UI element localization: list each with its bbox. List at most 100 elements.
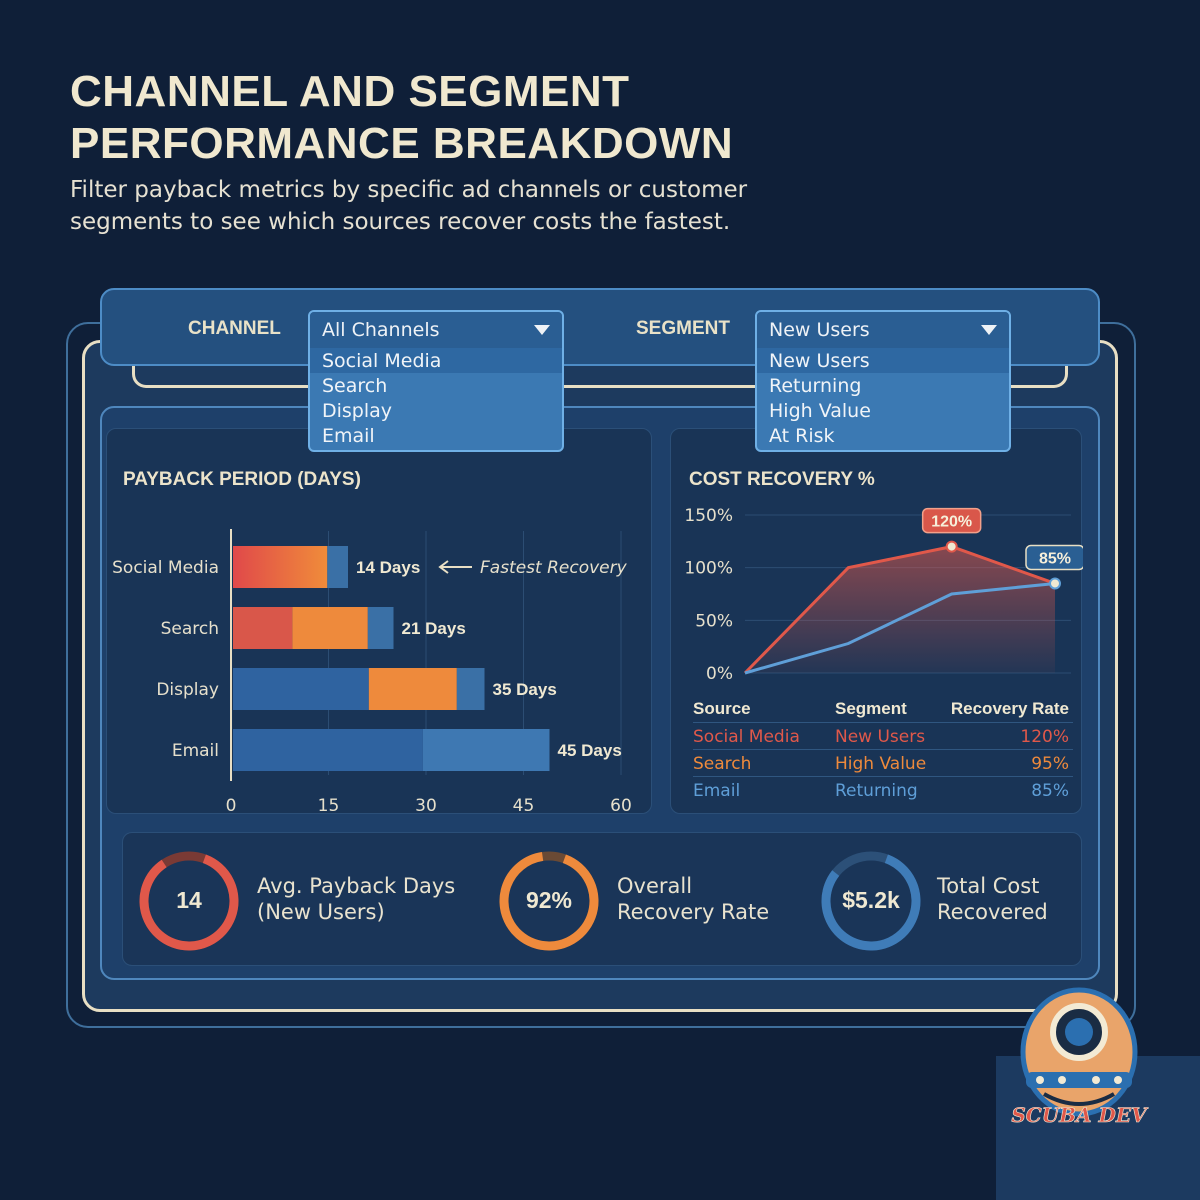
kpi-ring-cost — [821, 851, 921, 951]
kpi-label-line: Recovery Rate — [617, 900, 770, 924]
page-subtitle: Filter payback metrics by specific ad ch… — [70, 177, 748, 235]
kpi-label-line: (New Users) — [257, 900, 385, 924]
kpi-label-payback: Avg. Payback Days (New Users) — [257, 873, 455, 925]
kpi-label-recovery: Overall Recovery Rate — [617, 873, 769, 925]
point-label-text: 85% — [1039, 550, 1071, 567]
title-line-2: PERFORMANCE BREAKDOWN — [70, 119, 734, 168]
kpi-ring-payback — [139, 851, 239, 951]
segment-dropdown[interactable]: New Users New Users Returning High Value… — [755, 310, 1011, 452]
x-tick-label: 0 — [226, 796, 237, 815]
table-header-source: Source — [693, 699, 751, 718]
y-tick-label: 0% — [706, 664, 733, 684]
table-cell-source: Search — [693, 754, 752, 774]
kpi-label-line: Avg. Payback Days — [257, 874, 456, 898]
bar-segment — [367, 607, 394, 649]
y-tick-label: 150% — [684, 506, 733, 526]
point-label-text: 120% — [931, 514, 972, 531]
main-panel: PAYBACK PERIOD (DAYS) 0 15 30 45 60 Social Me… — [100, 406, 1100, 980]
point-label-box — [1025, 544, 1083, 571]
x-tick-label: 15 — [318, 796, 340, 815]
category-label: Display — [156, 680, 219, 700]
bar-segment — [368, 668, 457, 710]
segment-option-returning[interactable]: Returning — [769, 374, 862, 397]
channel-dropdown-selected[interactable]: All Channels — [310, 312, 562, 348]
bar-value-label: 21 Days — [402, 619, 466, 638]
bar-segment — [422, 729, 550, 771]
bar-value-label: 35 Days — [493, 680, 557, 699]
table-cell-segment: Returning — [835, 781, 918, 801]
table-row: Social Media New Users 120% — [693, 722, 1073, 749]
bar-value-label: 14 Days — [356, 558, 420, 577]
channel-option-display[interactable]: Display — [322, 399, 393, 422]
table-header-segment: Segment — [835, 699, 907, 718]
bar-segment — [456, 668, 485, 710]
data-point — [1049, 577, 1061, 590]
data-point — [945, 540, 958, 553]
title-line-1: CHANNEL AND SEGMENT — [70, 67, 630, 116]
segment-option-new-users[interactable]: New Users — [757, 348, 1009, 373]
kpi-label-cost: Total Cost Recovered — [937, 873, 1048, 925]
chevron-down-icon — [981, 325, 997, 335]
filter-bar-bracket — [132, 366, 1068, 388]
y-tick-label: 100% — [684, 559, 733, 579]
segment-option-at-risk[interactable]: At Risk — [769, 424, 835, 447]
table-row: Email Returning 85% — [693, 776, 1073, 803]
channel-option-social-media[interactable]: Social Media — [310, 348, 562, 373]
scuba-dev-logo: SCUBA DEV — [1011, 987, 1149, 1127]
table-cell-rate: 120% — [1020, 727, 1069, 747]
bar-segment — [292, 607, 368, 649]
kpi-label-line: Overall — [617, 874, 693, 898]
recovery-table: Source Segment Recovery Rate Social Medi… — [693, 699, 1073, 809]
bar-segment — [233, 668, 369, 710]
segment-option-high-value[interactable]: High Value — [769, 399, 871, 422]
x-tick-label: 45 — [513, 796, 535, 815]
annotation-arrowhead — [438, 560, 449, 574]
annotation-text: Fastest Recovery — [480, 558, 628, 578]
payback-card: PAYBACK PERIOD (DAYS) 0 15 30 45 60 Social Me… — [106, 428, 652, 815]
series-line — [744, 581, 1056, 675]
kpi-value-cost: $5.2k — [842, 887, 900, 913]
category-label: Search — [161, 619, 219, 639]
table-cell-rate: 85% — [1031, 781, 1069, 801]
channel-selected-value: All Channels — [322, 319, 440, 341]
channel-option-email[interactable]: Email — [322, 424, 375, 447]
bar-segment — [233, 607, 293, 649]
recovery-card-title: COST RECOVERY % — [689, 469, 875, 490]
cost-recovery-chart: 0% 50% 100% 150% 120% 85% — [684, 506, 1083, 684]
ring-progress — [821, 851, 921, 951]
recovery-card: COST RECOVERY % 0% 50% 100% 150% 120% 85% Sou… — [670, 428, 1083, 814]
kpi-label-line: Total Cost — [937, 874, 1040, 898]
x-tick-label: 30 — [415, 796, 437, 815]
point-label-box — [921, 507, 982, 534]
payback-card-title: PAYBACK PERIOD (DAYS) — [123, 469, 361, 490]
segment-dropdown-selected[interactable]: New Users — [757, 312, 1009, 348]
segment-selected-value: New Users — [769, 319, 870, 341]
kpi-strip: 14 Avg. Payback Days (New Users) 92% Ove… — [122, 832, 1082, 966]
x-tick-label: 60 — [610, 796, 632, 815]
table-cell-source: Social Media — [693, 727, 800, 747]
table-cell-source: Email — [693, 781, 741, 801]
bar-segment — [233, 729, 423, 771]
kpi-value-recovery: 92% — [525, 887, 573, 913]
page-title: CHANNEL AND SEGMENT PERFORMANCE BREAKDOW… — [70, 66, 733, 170]
ring-progress — [499, 851, 599, 951]
logo-text: SCUBA DEV — [1011, 1103, 1149, 1127]
category-label: Social Media — [112, 558, 219, 578]
series-area — [745, 546, 1055, 673]
table-header-rate: Recovery Rate — [950, 699, 1069, 718]
series-line — [743, 545, 1056, 675]
bar-value-label: 45 Days — [558, 741, 622, 760]
bar-segment — [327, 546, 348, 588]
channel-dropdown[interactable]: All Channels Social Media Search Display… — [308, 310, 564, 452]
kpi-ring-recovery — [499, 851, 599, 951]
channel-option-search[interactable]: Search — [322, 374, 388, 397]
table-cell-segment: New Users — [835, 727, 926, 747]
chevron-down-icon — [534, 325, 550, 335]
channel-filter-label: CHANNEL — [188, 318, 281, 339]
kpi-label-line: Recovered — [937, 900, 1048, 924]
y-tick-label: 50% — [695, 611, 733, 631]
table-cell-segment: High Value — [835, 754, 927, 774]
bar-segment — [233, 546, 328, 588]
table-cell-rate: 95% — [1031, 754, 1069, 774]
category-label: Email — [172, 741, 219, 761]
